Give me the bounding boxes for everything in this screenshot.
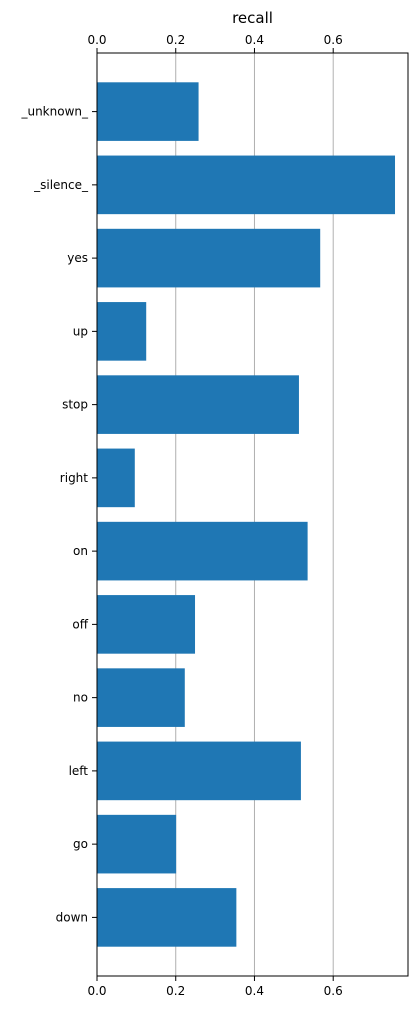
y-tick-label: left xyxy=(69,764,89,778)
y-ticks: _unknown_ _silence_yes up stop right on off no l… xyxy=(20,105,97,924)
x-ticks-bottom: 0.0 0.2 0.4 0.6 xyxy=(87,976,343,998)
x-tick-label-bottom: 0.4 xyxy=(245,984,264,998)
bar-down xyxy=(97,888,237,947)
y-tick-label: yes xyxy=(67,251,88,265)
y-tick-label: _unknown_ xyxy=(20,105,89,119)
bars xyxy=(97,82,396,947)
bar-no xyxy=(97,668,185,727)
y-tick-label: right xyxy=(60,471,88,485)
x-tick-label-top: 0.6 xyxy=(324,33,343,47)
x-tick-label-bottom: 0.2 xyxy=(166,984,185,998)
y-tick-label: up xyxy=(73,324,88,338)
bar-right xyxy=(97,448,135,508)
y-tick-label: _silence_ xyxy=(33,178,89,192)
bar-on xyxy=(97,521,308,581)
y-tick-label: stop xyxy=(62,398,88,412)
bar-yes xyxy=(97,228,321,288)
bar-left xyxy=(97,741,301,801)
y-tick-label: no xyxy=(73,691,88,705)
y-tick-label: on xyxy=(73,544,88,558)
x-ticks-top: 0.0 0.2 0.4 0.6 xyxy=(87,33,343,53)
bar-up xyxy=(97,302,147,361)
x-tick-label-top: 0.0 xyxy=(87,33,106,47)
x-tick-label-bottom: 0.6 xyxy=(324,984,343,998)
bar-silence xyxy=(97,155,396,215)
y-tick-label: off xyxy=(72,617,88,631)
bar-unknown xyxy=(97,82,199,141)
x-axis-title: recall xyxy=(232,9,273,27)
bar-stop xyxy=(97,375,299,434)
bar-off xyxy=(97,595,196,654)
plot-frame xyxy=(96,52,409,977)
x-tick-label-top: 0.4 xyxy=(245,33,264,47)
x-tick-label-top: 0.2 xyxy=(166,33,185,47)
y-tick-label: go xyxy=(73,837,88,851)
x-tick-label-bottom: 0.0 xyxy=(87,984,106,998)
y-tick-label: down xyxy=(56,910,88,924)
bar-go xyxy=(97,814,177,874)
